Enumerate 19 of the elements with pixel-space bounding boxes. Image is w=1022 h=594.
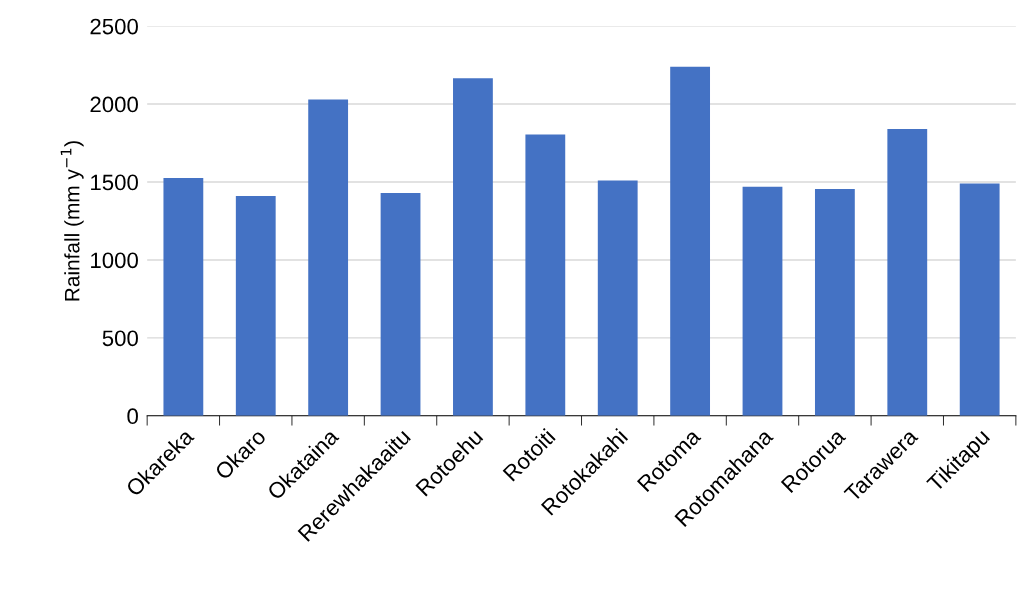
y-tick-label: 2000 [90, 96, 138, 113]
bar [308, 99, 349, 416]
bar [959, 183, 1000, 416]
bar [597, 180, 638, 416]
y-tick-label: 2500 [90, 18, 138, 35]
bar [453, 78, 493, 416]
bar [742, 186, 783, 416]
bar [887, 129, 928, 416]
y-tick-label: 1000 [91, 252, 138, 269]
bar [163, 178, 204, 416]
bar [525, 134, 566, 416]
y-axis-title: Rainfall (mm y$^{−1}$) [60, 141, 84, 301]
bar [814, 189, 855, 416]
bar [235, 196, 276, 416]
bar [670, 66, 711, 416]
y-tick-label: 1500 [91, 174, 138, 191]
bar [380, 192, 421, 416]
y-tick-label: 0 [127, 408, 138, 425]
y-tick-label: 500 [102, 330, 138, 347]
